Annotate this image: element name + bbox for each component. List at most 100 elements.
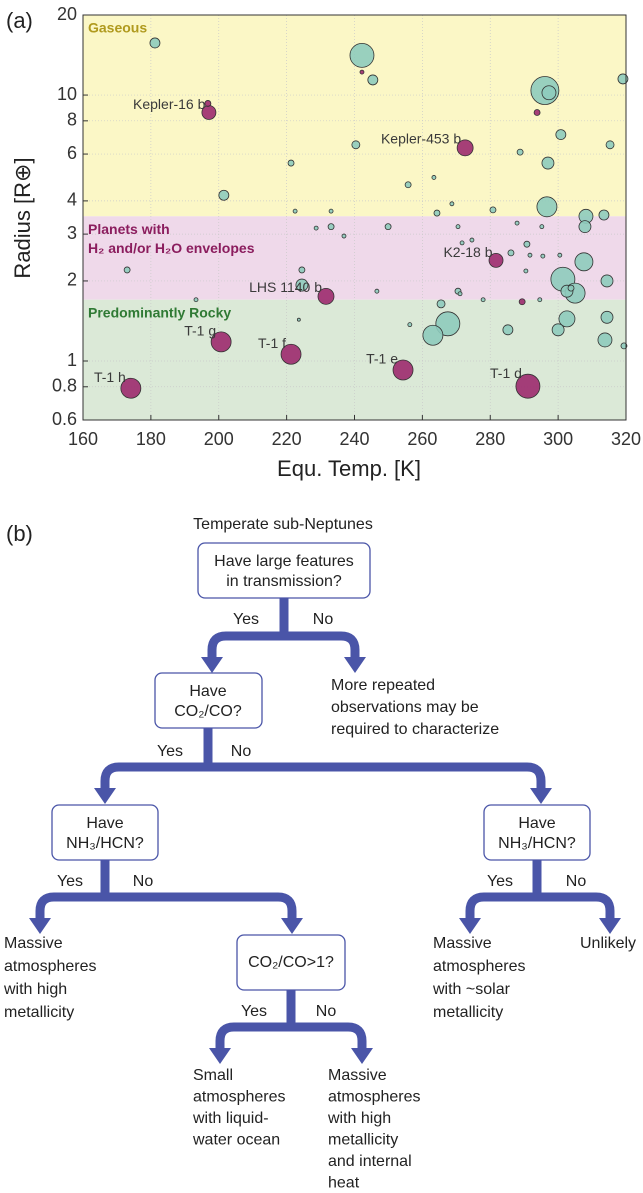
arrow-head [281,918,303,934]
arrow-head [201,657,223,673]
arrow-branch [465,892,537,922]
planet-point [287,159,295,167]
outcome-text: metallicity [433,1004,503,1021]
planet-point [515,373,541,399]
planet-point [351,140,361,150]
node-box [51,804,159,861]
outcomes: More repeated observations may be required… [3,677,636,1192]
outcome-text: metallicity [4,1004,74,1021]
planet-point [523,268,529,274]
yes-label: Yes [233,611,259,628]
planet-point [514,220,520,226]
arrow-branch [537,892,615,922]
arrows [29,598,621,1064]
planet-point [384,223,392,231]
y-tick-label: 8 [67,110,77,130]
arrow-branch [105,892,297,922]
arrow-head [351,1048,373,1064]
no-label: No [133,873,154,890]
x-tick-label: 260 [407,429,437,449]
outcome-text: water ocean [192,1132,280,1149]
point-label: Kepler-16 b [133,96,206,112]
planet-point [193,297,199,303]
point-label: T-1 d [490,365,522,381]
planet-point [533,109,541,116]
planet-point [295,278,309,292]
y-tick-label: 0.6 [52,409,77,429]
planet-point [374,288,380,294]
planet-point [341,233,347,239]
x-tick-label: 160 [68,429,98,449]
outcome-text: Small [193,1067,233,1084]
outcome-text: with high [3,981,67,998]
no-label: No [313,611,334,628]
x-tick-label: 180 [136,429,166,449]
x-tick-label: 280 [475,429,505,449]
planet-point [558,310,576,328]
planet-point [457,291,463,297]
planet-point [296,317,301,322]
planet-point [280,343,302,365]
flow-title: Temperate sub-Neptunes [193,516,373,533]
no-label: No [231,743,252,760]
point-label: K2-18 b [443,244,492,260]
planet-point [551,323,565,337]
planet-point [327,223,335,231]
planet-point [536,196,558,218]
outcome-text: with liquid- [192,1110,269,1127]
outcome-text: More repeated [331,677,435,694]
node-text: Have large features [214,553,354,570]
planet-point [523,240,531,248]
planet-point [455,224,461,230]
planet-point [392,359,414,381]
planet-point [527,252,533,258]
y-tick-label: 6 [67,143,77,163]
planet-point [218,189,230,201]
x-tick-label: 320 [611,429,641,449]
planet-point [349,42,375,68]
planet-point [456,139,474,157]
node-text: CO₂/CO? [174,703,242,720]
y-tick-label: 1 [67,350,77,370]
scatter-panel: Gaseous Planets with H₂ and/or H₂O envelop… [52,4,641,449]
planet-point [537,297,543,303]
outcome-text: with ~solar [432,981,511,998]
outcome-text: Massive [4,935,63,952]
planet-point [298,266,306,274]
yes-label: Yes [241,1003,267,1020]
planet-point [292,208,298,214]
outcome-text: atmospheres [328,1089,421,1106]
y-tick-label: 4 [67,190,77,210]
y-tick-label: 2 [67,270,77,290]
planet-point [578,220,592,234]
outcome-text: atmospheres [433,958,526,975]
region-label: Planets with [88,221,170,237]
planet-point [539,224,545,230]
planet-point [518,298,526,306]
planet-point [359,69,365,75]
planet-point [422,324,444,346]
planet-point [507,249,515,257]
planet-point [469,237,475,243]
node-box [483,804,591,861]
node-text: Have [518,815,555,832]
x-axis-label: Equ. Temp. [K] [277,456,421,481]
outcome-text: observations may be [331,699,479,716]
no-label: No [316,1003,337,1020]
outcome-text: atmospheres [193,1089,286,1106]
yes-label: Yes [487,873,513,890]
planet-point [605,140,615,150]
planet-point [489,206,497,214]
y-tick-label: 10 [57,84,77,104]
planet-point [557,252,563,258]
planet-point [598,209,610,221]
planet-point [488,252,504,268]
planet-point [567,284,575,292]
no-label: No [566,873,587,890]
node-text: CO₂/CO>1? [248,954,334,971]
point-label: T-1 f [258,335,286,351]
arrow-branch [215,1022,291,1052]
planet-point [480,297,486,303]
outcome-text: with high [327,1110,391,1127]
